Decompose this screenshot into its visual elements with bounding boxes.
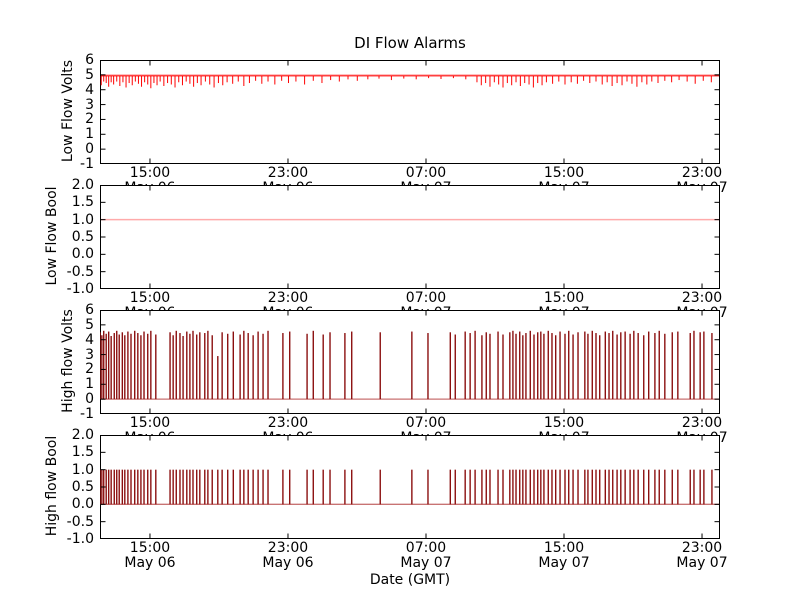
x-tick-time: 15:00	[543, 165, 585, 181]
y-tick-label: 0	[85, 141, 94, 158]
y-tick-label: 2	[85, 111, 94, 128]
y-tick-label: 5	[85, 316, 94, 333]
y-tick-label: 0.0	[71, 496, 94, 513]
x-tick-time: 15:00	[129, 165, 171, 181]
x-tick-time: 23:00	[681, 540, 723, 556]
y-tick-label: 0.5	[71, 479, 94, 495]
y-tick-label: 0.5	[71, 229, 94, 245]
x-tick-time: 23:00	[681, 165, 723, 181]
y-tick-label: -1	[80, 406, 94, 422]
x-tick-time: 15:00	[129, 290, 171, 306]
y-tick-label: 2.0	[71, 427, 94, 443]
plot-low-flow-volts	[100, 60, 720, 164]
y-tick-label: 1.5	[71, 444, 94, 461]
x-tick-time: 07:00	[405, 290, 447, 306]
y-tick-label: 6	[85, 52, 94, 68]
y-tick-label: -0.5	[66, 513, 94, 530]
y-tick-label: -1.0	[66, 531, 94, 547]
x-tick-time: 15:00	[129, 540, 171, 556]
x-tick-time: 07:00	[405, 415, 447, 431]
x-tick-time: 23:00	[267, 540, 309, 556]
y-tick-label: 1.0	[71, 461, 94, 478]
x-tick-time: 15:00	[129, 415, 171, 431]
y-tick-label: 1.0	[71, 211, 94, 228]
y-tick-label: 4	[85, 331, 94, 348]
x-tick-time: 15:00	[543, 290, 585, 306]
y-tick-label: -1.0	[66, 281, 94, 297]
plot-low-flow-bool	[100, 185, 720, 289]
x-tick-time: 15:00	[543, 540, 585, 556]
x-tick-time: 07:00	[405, 540, 447, 556]
plot-high-flow-bool	[100, 435, 720, 539]
plot-high-flow-volts	[100, 310, 720, 414]
y-tick-label: 4	[85, 81, 94, 98]
x-axis-label: Date (GMT)	[369, 572, 451, 588]
x-tick-date: May 07	[538, 555, 590, 571]
x-tick-time: 23:00	[681, 415, 723, 431]
y-tick-label: 1	[85, 376, 94, 393]
x-tick-time: 15:00	[543, 415, 585, 431]
y-tick-label: 0	[85, 391, 94, 408]
x-tick-date: May 06	[262, 555, 314, 571]
x-tick-time: 23:00	[267, 415, 309, 431]
y-tick-label: -1	[80, 156, 94, 172]
y-tick-label: 2	[85, 361, 94, 378]
chart-title: DI Flow Alarms	[354, 34, 466, 52]
x-tick-date: May 06	[124, 555, 176, 571]
x-tick-date: May 07	[676, 555, 728, 571]
y-tick-label: 3	[85, 346, 94, 363]
y-tick-label: 5	[85, 66, 94, 83]
x-tick-time: 07:00	[405, 165, 447, 181]
y-tick-label: 1	[85, 126, 94, 143]
y-tick-label: 6	[85, 302, 94, 318]
y-tick-label: 1.5	[71, 194, 94, 211]
x-tick-time: 23:00	[267, 290, 309, 306]
y-tick-label: 3	[85, 96, 94, 113]
x-tick-date: May 07	[400, 555, 452, 571]
y-tick-label: -0.5	[66, 263, 94, 280]
y-tick-label: 0.0	[71, 246, 94, 263]
y-tick-label: 2.0	[71, 177, 94, 193]
x-tick-time: 23:00	[681, 290, 723, 306]
x-tick-time: 23:00	[267, 165, 309, 181]
